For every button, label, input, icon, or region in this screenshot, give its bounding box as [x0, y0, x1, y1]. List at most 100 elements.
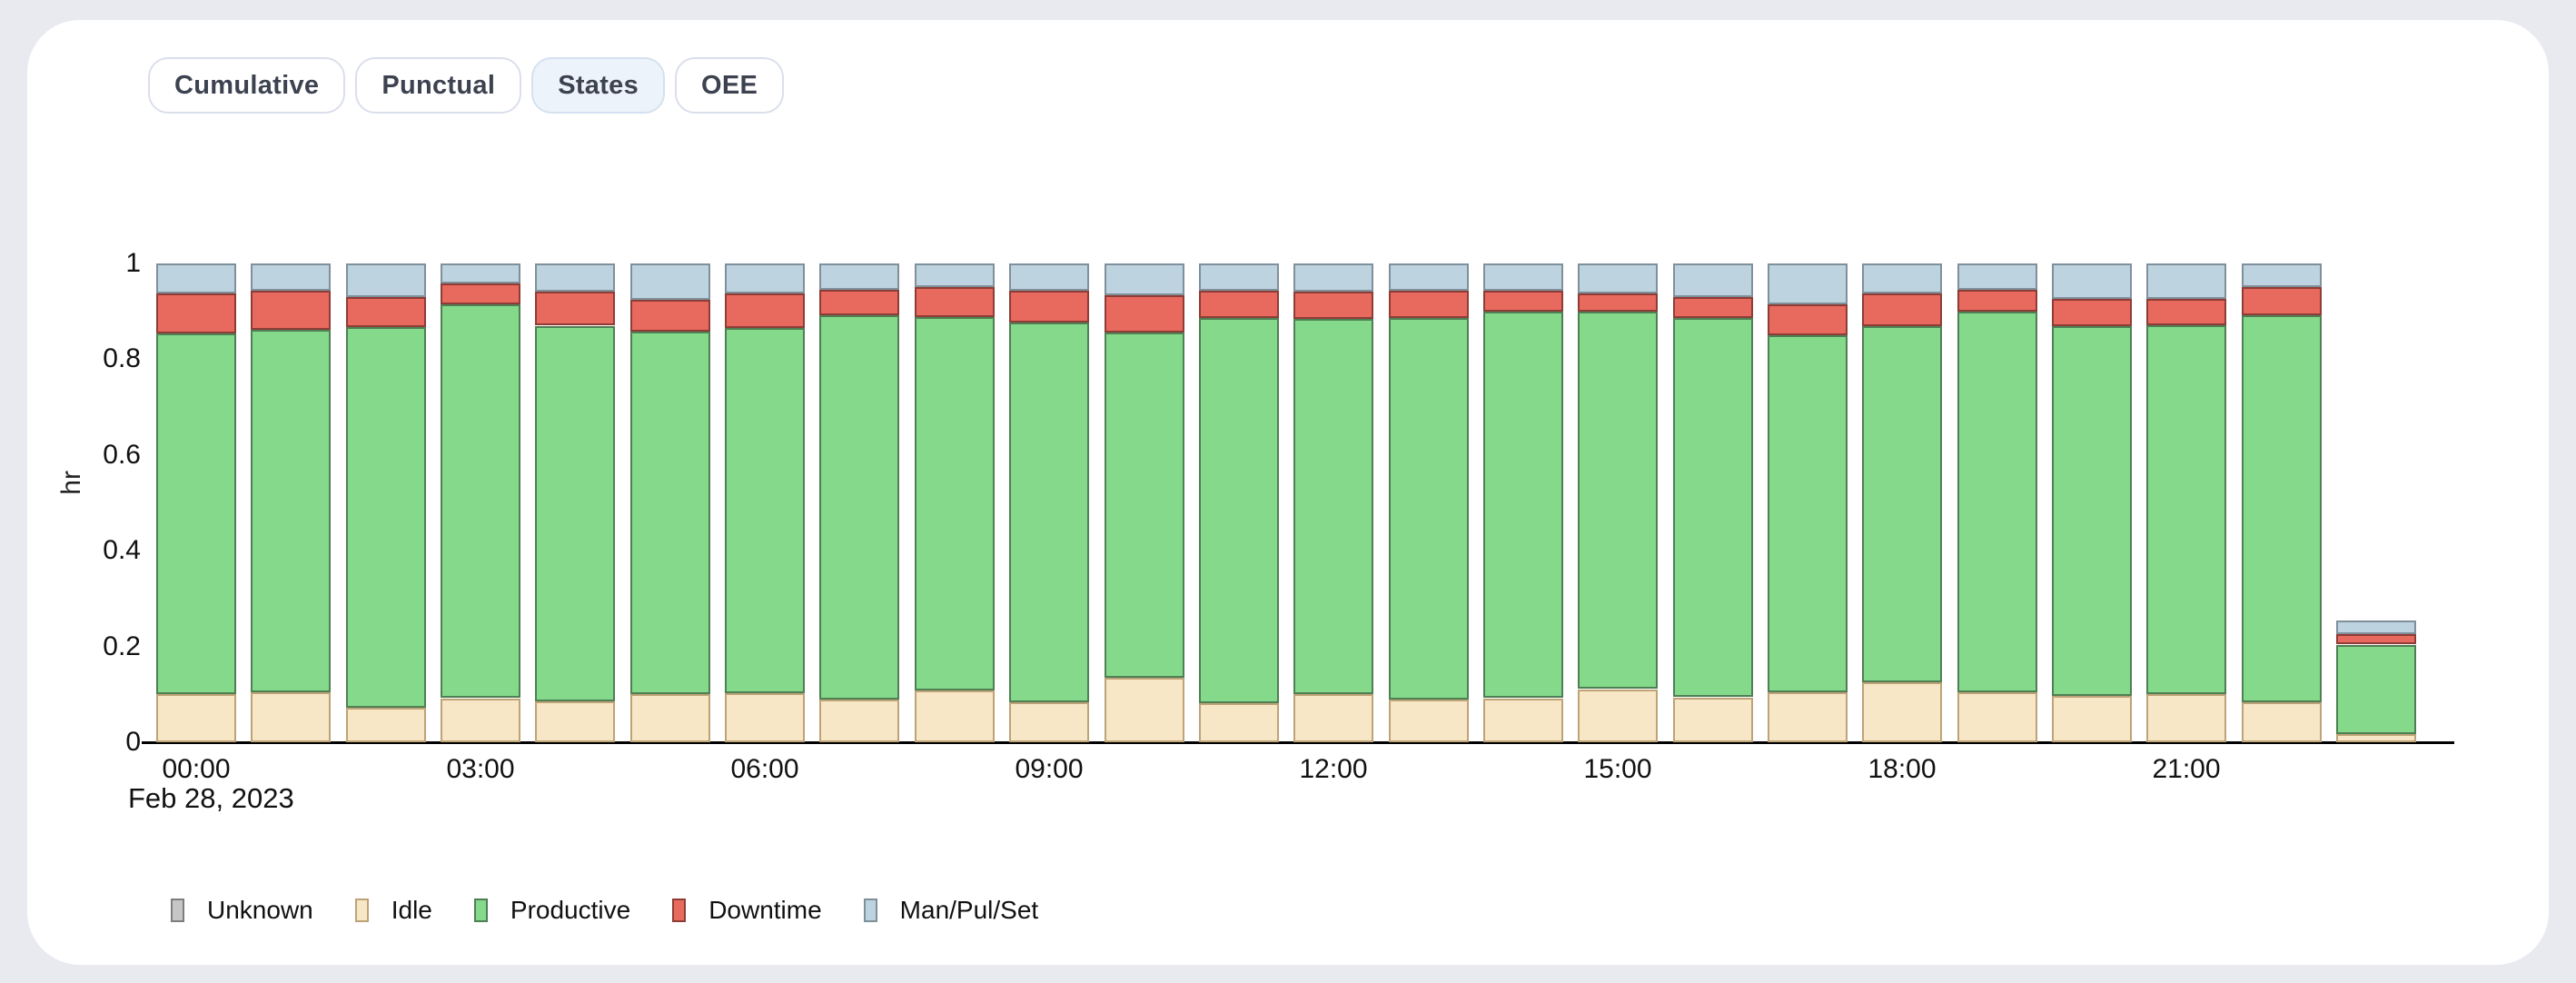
- bar-0700-downtime[interactable]: [819, 290, 900, 315]
- bar-0200-idle[interactable]: [345, 708, 426, 742]
- bar-2000-manpulset[interactable]: [2052, 263, 2132, 299]
- bar-0200-productive[interactable]: [345, 326, 426, 709]
- bar-1700-downtime[interactable]: [1767, 303, 1848, 336]
- bar-0400-downtime[interactable]: [535, 291, 616, 326]
- bar-1500-productive[interactable]: [1578, 311, 1659, 690]
- bar-0100-manpulset[interactable]: [251, 263, 332, 291]
- bar-1700-productive[interactable]: [1767, 335, 1848, 692]
- bar-1300-downtime[interactable]: [1388, 290, 1469, 319]
- bar-1600-downtime[interactable]: [1672, 297, 1753, 319]
- bar-0000-idle[interactable]: [156, 694, 236, 742]
- bar-0600-manpulset[interactable]: [725, 263, 806, 294]
- bar-1900-manpulset[interactable]: [1957, 263, 2037, 290]
- bar-1900-idle[interactable]: [1957, 692, 2037, 742]
- bar-2200-idle[interactable]: [2241, 701, 2322, 742]
- bar-1500-manpulset[interactable]: [1578, 263, 1659, 294]
- bar-1800-productive[interactable]: [1862, 326, 1943, 682]
- bar-0500-manpulset[interactable]: [629, 263, 710, 301]
- bar-1100-productive[interactable]: [1198, 318, 1279, 704]
- bar-1000-manpulset[interactable]: [1104, 263, 1184, 295]
- bar-2000-idle[interactable]: [2052, 695, 2132, 742]
- bar-1500-downtime[interactable]: [1578, 293, 1659, 312]
- bar-1100-manpulset[interactable]: [1198, 263, 1279, 291]
- legend-item-downtime[interactable]: Downtime: [672, 896, 822, 925]
- bar-0300-downtime[interactable]: [441, 283, 520, 305]
- bar-1000-downtime[interactable]: [1104, 294, 1184, 333]
- bar-1300-productive[interactable]: [1388, 318, 1469, 700]
- bar-0100-idle[interactable]: [251, 692, 332, 742]
- legend-item-unknown[interactable]: Unknown: [171, 896, 313, 925]
- bar-0200-manpulset[interactable]: [345, 263, 426, 297]
- bar-0800-productive[interactable]: [914, 317, 995, 691]
- bar-0500-downtime[interactable]: [629, 300, 710, 332]
- bar-0100-productive[interactable]: [251, 329, 332, 693]
- bar-2100-productive[interactable]: [2146, 324, 2227, 695]
- bar-2300-downtime[interactable]: [2336, 633, 2416, 645]
- bar-0700-manpulset[interactable]: [819, 263, 900, 290]
- bar-1700-idle[interactable]: [1767, 691, 1848, 742]
- bar-0700-productive[interactable]: [819, 314, 900, 700]
- bar-1400-idle[interactable]: [1482, 698, 1563, 742]
- bar-1900-productive[interactable]: [1957, 312, 2037, 693]
- tab-punctual[interactable]: Punctual: [355, 57, 522, 114]
- bar-2100-manpulset[interactable]: [2146, 263, 2227, 299]
- bar-1300-idle[interactable]: [1388, 700, 1469, 742]
- bar-1600-productive[interactable]: [1672, 318, 1753, 698]
- bar-1400-productive[interactable]: [1482, 312, 1563, 699]
- bar-0000-productive[interactable]: [156, 333, 236, 695]
- bar-1600-idle[interactable]: [1672, 697, 1753, 742]
- bar-2000-productive[interactable]: [2052, 325, 2132, 696]
- bar-1800-downtime[interactable]: [1862, 293, 1943, 326]
- bar-0600-idle[interactable]: [725, 693, 806, 742]
- bar-0900-productive[interactable]: [1009, 322, 1090, 702]
- bar-1700-manpulset[interactable]: [1767, 263, 1848, 304]
- bar-0500-idle[interactable]: [629, 694, 710, 742]
- bar-2200-manpulset[interactable]: [2241, 263, 2322, 288]
- tab-cumulative[interactable]: Cumulative: [148, 57, 346, 114]
- tab-states[interactable]: States: [531, 57, 666, 114]
- bar-1600-manpulset[interactable]: [1672, 263, 1753, 298]
- legend-item-productive[interactable]: Productive: [473, 896, 630, 925]
- bar-1400-downtime[interactable]: [1482, 291, 1563, 313]
- bar-0100-downtime[interactable]: [251, 290, 332, 330]
- bar-0300-productive[interactable]: [441, 304, 520, 699]
- bar-2000-downtime[interactable]: [2052, 298, 2132, 326]
- bar-1200-downtime[interactable]: [1293, 291, 1374, 320]
- bar-0800-downtime[interactable]: [914, 286, 995, 317]
- bar-1200-productive[interactable]: [1293, 319, 1374, 695]
- bar-0800-idle[interactable]: [914, 690, 995, 742]
- bar-2200-downtime[interactable]: [2241, 287, 2322, 316]
- bar-0500-productive[interactable]: [629, 331, 710, 695]
- bar-2300-idle[interactable]: [2336, 733, 2416, 742]
- bar-2100-idle[interactable]: [2146, 694, 2227, 742]
- bar-0900-downtime[interactable]: [1009, 291, 1090, 323]
- bar-0000-downtime[interactable]: [156, 293, 236, 333]
- bar-2100-downtime[interactable]: [2146, 298, 2227, 325]
- bar-1000-productive[interactable]: [1104, 332, 1184, 678]
- tab-oee[interactable]: OEE: [675, 57, 785, 114]
- bar-1500-idle[interactable]: [1578, 689, 1659, 742]
- bar-1100-idle[interactable]: [1198, 703, 1279, 742]
- legend-item-manpulset[interactable]: Man/Pul/Set: [863, 896, 1038, 925]
- bar-0400-manpulset[interactable]: [535, 263, 616, 292]
- bar-0800-manpulset[interactable]: [914, 263, 995, 287]
- bar-1900-downtime[interactable]: [1957, 289, 2037, 313]
- bar-0400-productive[interactable]: [535, 325, 616, 701]
- bar-0000-manpulset[interactable]: [156, 263, 236, 293]
- bar-0300-manpulset[interactable]: [441, 263, 520, 283]
- bar-2300-productive[interactable]: [2336, 644, 2416, 734]
- bar-0600-productive[interactable]: [725, 327, 806, 694]
- bar-0900-idle[interactable]: [1009, 701, 1090, 742]
- bar-0200-downtime[interactable]: [345, 296, 426, 327]
- bar-1200-idle[interactable]: [1293, 694, 1374, 742]
- bar-1100-downtime[interactable]: [1198, 290, 1279, 319]
- bar-0400-idle[interactable]: [535, 700, 616, 742]
- bar-2300-manpulset[interactable]: [2336, 621, 2416, 634]
- bar-1300-manpulset[interactable]: [1388, 263, 1469, 291]
- bar-1800-idle[interactable]: [1862, 681, 1943, 742]
- bar-2200-productive[interactable]: [2241, 315, 2322, 702]
- bar-1200-manpulset[interactable]: [1293, 263, 1374, 292]
- legend-item-idle[interactable]: Idle: [354, 896, 432, 925]
- bar-0600-downtime[interactable]: [725, 293, 806, 328]
- bar-1400-manpulset[interactable]: [1482, 263, 1563, 291]
